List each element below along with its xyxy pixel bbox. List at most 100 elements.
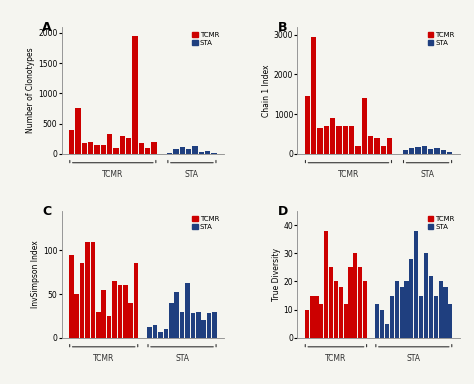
Bar (362, 98, 367, 154)
Bar (82, 143, 87, 154)
Bar (434, 296, 438, 338)
Bar (207, 313, 211, 338)
Bar (424, 253, 428, 338)
Bar (113, 148, 118, 154)
Bar (387, 138, 392, 154)
Bar (201, 320, 206, 338)
Bar (447, 152, 452, 154)
Bar (107, 316, 111, 338)
Bar (180, 147, 185, 154)
Bar (349, 126, 355, 154)
Legend: TCMR, STA: TCMR, STA (191, 30, 221, 47)
Bar (410, 259, 413, 338)
Bar (400, 287, 404, 338)
Bar (91, 242, 95, 338)
Bar (212, 312, 217, 338)
Bar (88, 142, 93, 154)
Bar (153, 325, 157, 338)
Bar (305, 96, 310, 154)
Bar (336, 126, 342, 154)
Bar (85, 242, 90, 338)
Bar (443, 287, 447, 338)
Y-axis label: InvSimpson Index: InvSimpson Index (31, 240, 40, 308)
Bar (164, 329, 168, 338)
Bar (324, 126, 329, 154)
Text: STA: STA (420, 170, 435, 179)
Bar (96, 312, 100, 338)
Bar (112, 281, 117, 338)
Bar (414, 231, 419, 338)
Text: STA: STA (407, 354, 421, 363)
Bar (119, 136, 125, 154)
Bar (448, 304, 452, 338)
Bar (205, 151, 210, 154)
Legend: TCMR, STA: TCMR, STA (427, 214, 456, 232)
Text: D: D (278, 205, 288, 218)
Bar (314, 296, 319, 338)
Bar (132, 36, 137, 154)
Bar (174, 292, 179, 338)
Bar (118, 285, 122, 338)
Bar (358, 267, 362, 338)
Text: A: A (42, 20, 52, 33)
Bar (356, 146, 361, 154)
Bar (409, 148, 414, 154)
Text: C: C (42, 205, 51, 218)
Bar (339, 287, 343, 338)
Bar (330, 118, 335, 154)
Bar (329, 267, 333, 338)
Y-axis label: Number of Clonotypes: Number of Clonotypes (26, 48, 35, 133)
Bar (167, 152, 173, 154)
Bar (343, 126, 348, 154)
Bar (403, 150, 408, 154)
Y-axis label: True Diversity: True Diversity (272, 248, 281, 301)
Y-axis label: Chain 1 Index: Chain 1 Index (262, 64, 271, 117)
Bar (100, 145, 106, 154)
Bar (101, 290, 106, 338)
Bar (158, 332, 163, 338)
Bar (428, 149, 433, 154)
Bar (438, 281, 443, 338)
Bar (173, 149, 179, 154)
Text: STA: STA (175, 354, 189, 363)
Bar (180, 312, 184, 338)
Bar (74, 294, 79, 338)
Text: B: B (278, 20, 287, 33)
Bar (126, 137, 131, 154)
Bar (196, 312, 201, 338)
Bar (128, 303, 133, 338)
Bar (134, 263, 138, 338)
Bar (319, 304, 323, 338)
Bar (344, 304, 348, 338)
Bar (390, 296, 394, 338)
Text: TCMR: TCMR (325, 354, 346, 363)
Bar (311, 37, 316, 154)
Bar (191, 313, 195, 338)
Bar (145, 148, 150, 154)
Bar (69, 130, 74, 154)
Bar (374, 138, 380, 154)
Legend: TCMR, STA: TCMR, STA (427, 30, 456, 47)
Bar (381, 146, 386, 154)
Bar (380, 310, 384, 338)
Legend: TCMR, STA: TCMR, STA (191, 214, 221, 232)
Bar (324, 231, 328, 338)
Bar (310, 296, 314, 338)
Bar (395, 281, 399, 338)
Bar (434, 148, 440, 154)
Bar (441, 150, 446, 154)
Bar (123, 285, 128, 338)
Text: TCMR: TCMR (93, 354, 114, 363)
Bar (363, 281, 367, 338)
Bar (199, 152, 204, 154)
Text: TCMR: TCMR (102, 170, 124, 179)
Bar (415, 147, 421, 154)
Bar (107, 134, 112, 154)
Bar (305, 310, 309, 338)
Text: STA: STA (185, 170, 199, 179)
Bar (69, 255, 73, 338)
Bar (75, 109, 81, 154)
Bar (147, 328, 152, 338)
Bar (368, 136, 374, 154)
Bar (138, 143, 144, 154)
